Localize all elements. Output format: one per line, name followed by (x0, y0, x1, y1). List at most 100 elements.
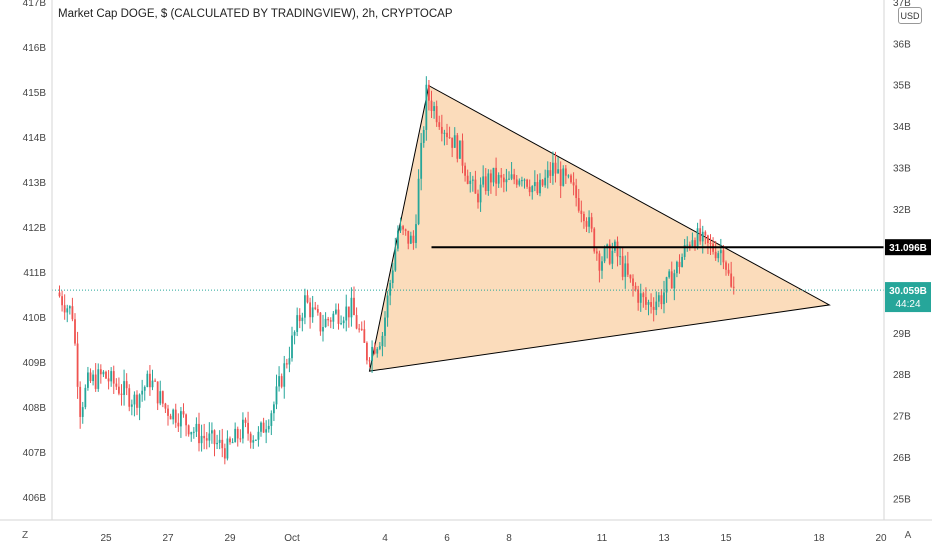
candle-body (487, 173, 490, 191)
candle-body (384, 317, 386, 336)
candle-body (691, 240, 694, 247)
candle-body (585, 221, 588, 227)
candle-body (464, 165, 466, 176)
x-tick-label: 27 (162, 533, 174, 544)
candle-body (549, 170, 552, 176)
candle-body (727, 269, 730, 274)
candle-body (99, 369, 102, 375)
candle-body (660, 295, 663, 305)
last-price-tag (885, 282, 931, 313)
candle-body (275, 386, 278, 405)
right-tick-label: 32B (893, 205, 911, 216)
candle-body (402, 226, 404, 230)
candle-body (316, 309, 319, 313)
x-tick-label: 25 (100, 533, 112, 544)
left-tick-label: 411B (23, 268, 46, 279)
candle-body (474, 179, 477, 194)
candle-body (363, 329, 366, 343)
candle-body (84, 387, 87, 408)
candle-body (688, 244, 691, 247)
candle-body (577, 198, 580, 211)
left-tick-label: 408B (23, 403, 47, 414)
triangle-pattern[interactable] (368, 84, 831, 372)
candle-body (533, 182, 536, 187)
candle-body (61, 296, 63, 306)
candle-body (479, 184, 482, 203)
candle-body (296, 315, 299, 332)
candle-body (583, 213, 585, 222)
candle-body (203, 435, 206, 439)
candle-body (694, 240, 696, 248)
candle-body (665, 277, 668, 293)
candle-body (391, 270, 394, 283)
candle-body (471, 179, 474, 181)
left-tick-label: 407B (23, 448, 47, 459)
candle-body (453, 135, 456, 148)
candle-body (102, 371, 105, 375)
candle-body (637, 289, 640, 303)
auto-scale-button[interactable]: A (904, 529, 912, 541)
candle-body (192, 431, 195, 433)
candle-body (335, 309, 337, 314)
candle-body (327, 318, 330, 321)
candle-body (128, 388, 131, 407)
triangle-pattern-layer[interactable] (368, 84, 831, 372)
candle-body (169, 415, 172, 420)
x-tick-label: 18 (813, 533, 825, 544)
candle-body (218, 439, 221, 443)
candle-body (559, 169, 562, 186)
left-tick-label: 406B (23, 493, 47, 504)
candle-body (626, 263, 629, 275)
right-tick-label: 28B (893, 370, 911, 381)
candle-body (141, 390, 144, 395)
candle-body (273, 404, 275, 414)
candle-body (63, 305, 66, 313)
candle-body (699, 228, 702, 242)
candle-body (707, 235, 709, 244)
candle-body (482, 176, 485, 185)
right-tick-label: 27B (893, 412, 911, 423)
candle-body (149, 373, 151, 388)
candle-body (324, 318, 327, 328)
candle-body (588, 217, 590, 227)
zoom-corner-button[interactable]: Z (21, 529, 29, 541)
candle-body (136, 394, 138, 408)
candle-body (234, 428, 237, 443)
candle-body (608, 244, 611, 264)
candle-body (89, 372, 92, 382)
candle-body (110, 371, 113, 382)
candle-body (195, 423, 198, 432)
candle-body (614, 241, 616, 251)
candle-body (732, 286, 735, 288)
candle-body (492, 167, 495, 183)
candle-body (74, 319, 76, 344)
candle-body (425, 84, 428, 130)
candle-body (172, 409, 175, 420)
candle-body (371, 346, 373, 362)
candle-body (213, 430, 216, 445)
candle-body (342, 320, 345, 324)
level-lines-layer[interactable] (52, 246, 884, 291)
candle-body (397, 230, 399, 249)
candle-body (552, 162, 554, 176)
right-tick-label: 36B (893, 39, 911, 50)
candle-body (668, 271, 671, 278)
currency-button[interactable]: USD (898, 7, 922, 24)
candle-body (66, 308, 69, 313)
candle-body (355, 315, 358, 329)
candle-body (97, 369, 100, 389)
candle-body (422, 129, 425, 143)
candle-body (404, 229, 407, 231)
candle-body (329, 320, 332, 322)
candle-body (531, 186, 534, 193)
candle-body (673, 273, 676, 289)
candle-body (730, 273, 733, 287)
candle-body (513, 174, 516, 180)
candle-body (639, 293, 642, 303)
right-tick-label: 26B (893, 453, 911, 464)
candle-body (500, 174, 503, 178)
candle-body (681, 256, 683, 267)
candle-body (231, 442, 234, 444)
